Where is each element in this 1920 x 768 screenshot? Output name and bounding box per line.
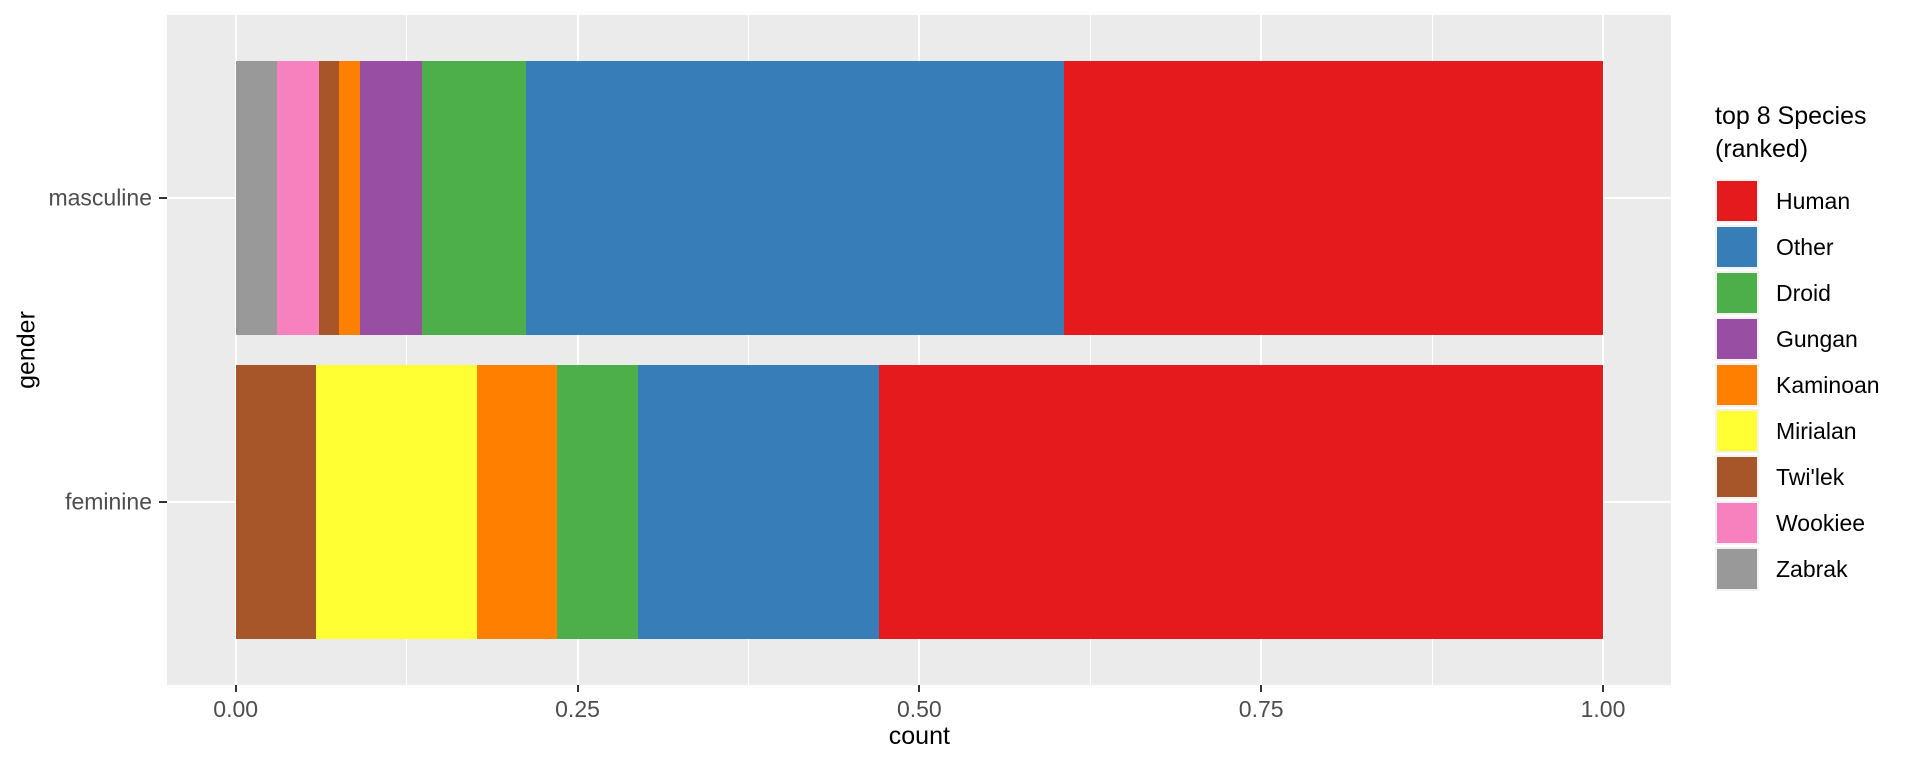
x-tick-label: 0.75 bbox=[1238, 696, 1284, 722]
legend-item-kaminoan: Kaminoan bbox=[1715, 363, 1880, 407]
legend-label: Human bbox=[1776, 187, 1851, 214]
x-tick-label: 0.25 bbox=[555, 696, 600, 722]
legend-item-human: Human bbox=[1715, 179, 1880, 223]
legend-item-wookiee: Wookiee bbox=[1715, 501, 1880, 545]
x-tick-label: 0.00 bbox=[213, 696, 259, 722]
plot-panel bbox=[167, 15, 1671, 685]
bar-feminine bbox=[235, 365, 1603, 639]
bar-segment-feminine-other bbox=[637, 365, 880, 639]
legend-label: Mirialan bbox=[1776, 417, 1857, 444]
bar-segment-masculine-wookiee bbox=[277, 61, 319, 335]
legend-key-swatch bbox=[1715, 409, 1759, 453]
y-tick-mark bbox=[159, 501, 167, 503]
x-tick-mark bbox=[918, 685, 921, 692]
legend-label: Other bbox=[1776, 233, 1834, 260]
legend-label: Zabrak bbox=[1776, 555, 1848, 582]
bar-segment-masculine-kaminoan bbox=[339, 61, 360, 335]
legend-item-twilek: Twi'lek bbox=[1715, 455, 1880, 499]
bar-segment-masculine-gungan bbox=[359, 61, 423, 335]
legend-key-swatch bbox=[1715, 547, 1759, 591]
legend-item-gungan: Gungan bbox=[1715, 317, 1880, 361]
legend-key-swatch bbox=[1715, 225, 1759, 269]
minor-gridline bbox=[1431, 15, 1433, 685]
bar-segment-feminine-droid bbox=[557, 365, 638, 639]
x-tick-mark bbox=[1602, 685, 1604, 692]
x-tick-mark bbox=[234, 685, 237, 692]
legend-item-droid: Droid bbox=[1715, 271, 1880, 315]
legend-key-swatch bbox=[1715, 501, 1759, 545]
legend: top 8 Species (ranked) Human Other Droid Gu… bbox=[1715, 100, 1880, 593]
legend-key-swatch bbox=[1715, 179, 1759, 223]
bar-segment-masculine-twilek bbox=[318, 61, 340, 335]
bar-segment-feminine-twilek bbox=[235, 365, 317, 639]
major-gridline bbox=[1602, 15, 1604, 685]
x-axis-title: count bbox=[888, 722, 950, 750]
major-gridline bbox=[576, 15, 579, 685]
y-axis-title: gender bbox=[12, 311, 41, 389]
y-tick-label-feminine: feminine bbox=[65, 488, 152, 515]
legend-item-zabrak: Zabrak bbox=[1715, 547, 1880, 591]
legend-key-swatch bbox=[1715, 271, 1759, 315]
legend-label: Droid bbox=[1776, 279, 1831, 306]
legend-label: Twi'lek bbox=[1776, 463, 1845, 490]
legend-key-swatch bbox=[1715, 363, 1759, 407]
legend-item-other: Other bbox=[1715, 225, 1880, 269]
bar-segment-masculine-droid bbox=[422, 61, 526, 335]
x-tick-label: 0.50 bbox=[896, 696, 942, 722]
x-tick-mark bbox=[576, 685, 579, 692]
legend-key-swatch bbox=[1715, 455, 1759, 499]
legend-label: Wookiee bbox=[1776, 509, 1866, 536]
y-tick-mark bbox=[159, 197, 167, 199]
x-tick-mark bbox=[1260, 685, 1263, 692]
bar-segment-feminine-mirialan bbox=[316, 365, 477, 639]
bar-segment-feminine-human bbox=[879, 365, 1603, 639]
bar-segment-masculine-human bbox=[1064, 61, 1603, 335]
minor-gridline bbox=[406, 15, 408, 685]
major-gridline bbox=[1260, 15, 1263, 685]
bar-segment-masculine-other bbox=[525, 61, 1065, 335]
bar-segment-feminine-kaminoan bbox=[476, 365, 558, 639]
minor-gridline bbox=[747, 15, 749, 685]
legend-key-swatch bbox=[1715, 317, 1759, 361]
minor-gridline bbox=[1089, 15, 1091, 685]
bar-masculine bbox=[235, 61, 1603, 335]
x-tick-label: 1.00 bbox=[1580, 696, 1626, 722]
bar-segment-masculine-zabrak bbox=[235, 61, 278, 335]
major-gridline bbox=[918, 15, 921, 685]
legend-item-mirialan: Mirialan bbox=[1715, 409, 1880, 453]
legend-title: top 8 Species (ranked) bbox=[1715, 102, 1867, 163]
major-gridline bbox=[234, 15, 237, 685]
legend-label: Kaminoan bbox=[1776, 371, 1880, 398]
legend-label: Gungan bbox=[1776, 325, 1858, 352]
legend-items: Human Other Droid Gungan Kaminoan Mirialan Twi… bbox=[1715, 179, 1880, 591]
y-tick-label-masculine: masculine bbox=[48, 184, 152, 211]
